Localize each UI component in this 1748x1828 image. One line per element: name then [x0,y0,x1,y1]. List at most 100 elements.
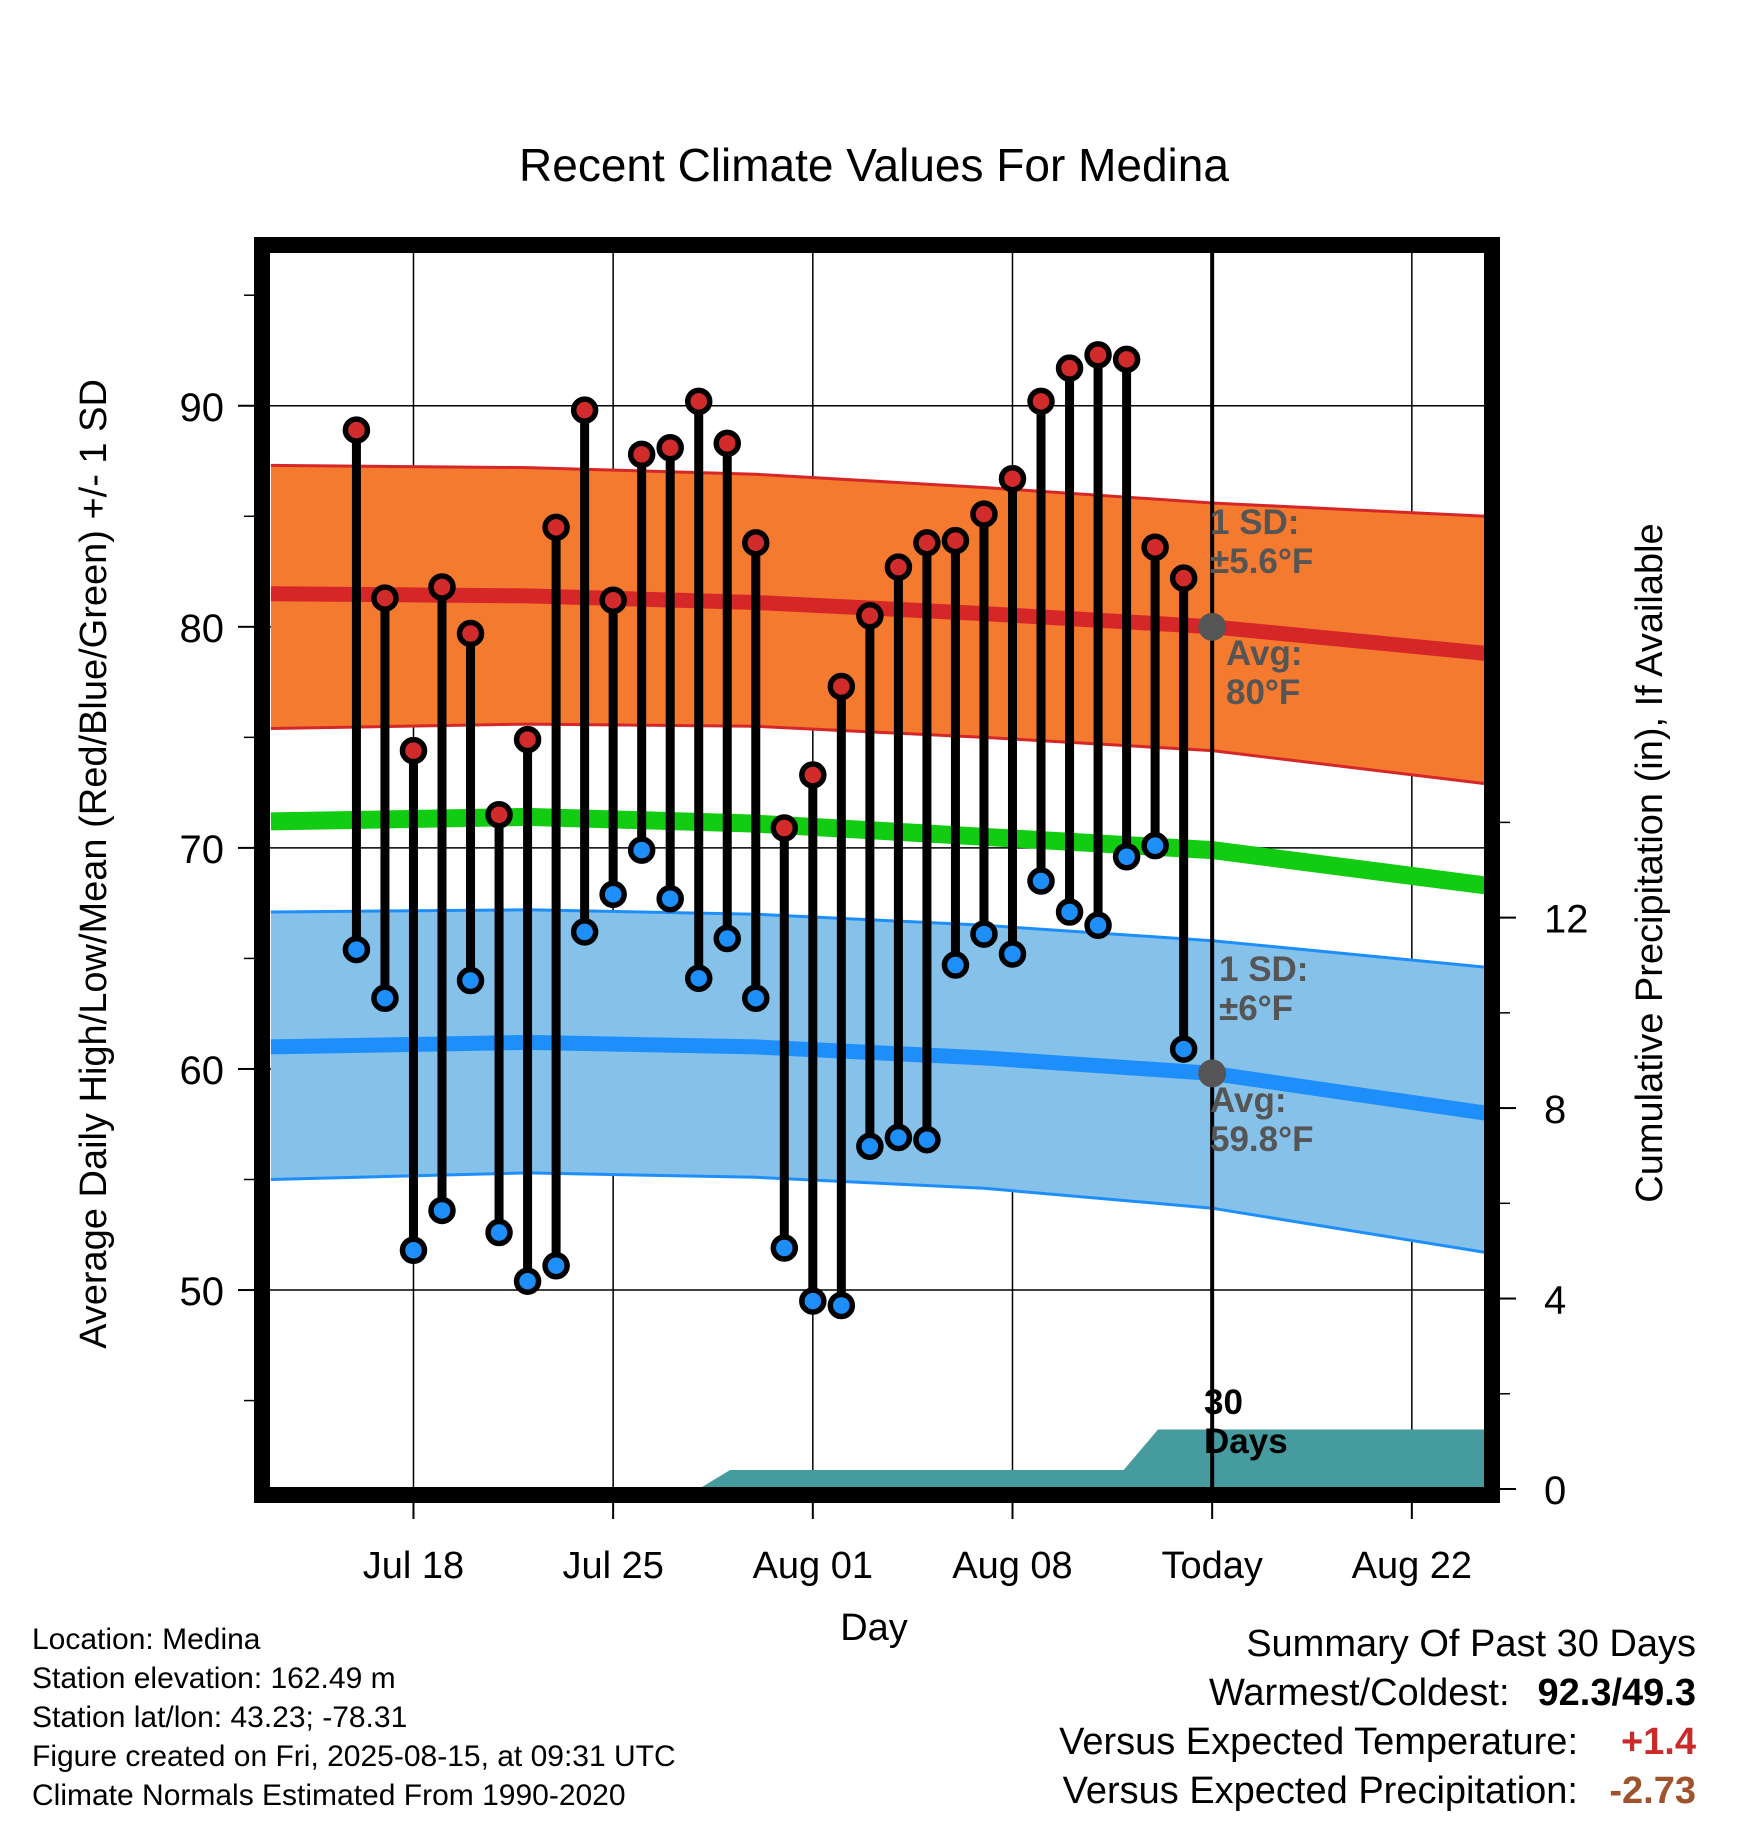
precip-label: Versus Expected Precipitation: [1062,1770,1578,1812]
y-axis-title-left: Average Daily High/Low/Mean (Red/Blue/Gr… [73,379,115,1349]
x-tick-label: Aug 22 [1352,1545,1472,1587]
x-tick-label: Jul 25 [562,1545,663,1587]
station-info: Location: Medina Station elevation: 162.… [32,1620,676,1815]
annotations: 1 SD: ±5.6°F Avg: 80°F 1 SD: ±6°F Avg: 59.8°F 30… [1204,503,1314,1461]
y-tick-label-right: 0 [1544,1469,1566,1513]
created-text: Figure created on Fri, 2025-08-15, at 09… [32,1740,676,1773]
summary-precip: Versus Expected Precipitation: -2.73 [1059,1767,1696,1816]
daily-high-point [513,725,542,754]
daily-high-point [1141,533,1169,561]
period-annotation: 30 Days [1204,1383,1288,1461]
high-sd-upper-line [270,463,1487,518]
x-tick-label: Aug 01 [753,1545,873,1587]
low-avg-annotation: Avg: 59.8°F [1210,1081,1314,1159]
daily-low-point [599,880,627,909]
daily-low-point [428,1196,456,1225]
daily-high-point [485,800,513,829]
temp-label: Versus Expected Temperature: [1059,1721,1578,1763]
daily-low-point [485,1218,513,1247]
summary-warm-cold: Warmest/Coldest: 92.3/49.3 [1059,1669,1696,1718]
daily-low-point [970,920,998,948]
daily-low-point [684,964,713,993]
daily-high-point [941,526,970,555]
y-axis-title-right: Cumulative Precipitation (in), If Availa… [1629,523,1671,1202]
daily-high-point [827,672,856,701]
high-sd-annotation: 1 SD: ±5.6°F [1210,503,1313,581]
daily-low-point [656,884,684,913]
daily-low-point [884,1123,913,1152]
precip-value: -2.73 [1609,1770,1696,1812]
daily-low-point [1141,831,1169,860]
daily-high-point [399,736,428,765]
chart-title: Recent Climate Values For Medina [519,139,1229,191]
daily-low-point [799,1287,827,1315]
daily-high-point [856,602,884,630]
daily-low-point [627,836,656,864]
daily-high-point [1169,564,1198,592]
daily-high-point [1084,341,1112,369]
y-tick-label-left: 60 [180,1049,225,1093]
daily-low-point [342,935,371,964]
daily-low-point [513,1267,542,1295]
daily-low-point [913,1125,941,1154]
daily-high-point [627,440,656,469]
x-tick-label: Jul 18 [363,1545,464,1587]
location-text: Location: Medina [32,1623,261,1656]
daily-high-point [656,434,684,462]
summary-title: Summary Of Past 30 Days [1246,1623,1696,1665]
y-tick-label-right: 8 [1544,1088,1566,1132]
daily-high-point [684,387,713,416]
axes: 50 60 70 80 90 0 4 8 12 Jul 18 Jul 25 Aug 01 Aug 08 T… [73,237,1671,1649]
daily-low-point [399,1236,428,1264]
daily-high-point [970,500,998,528]
warm-cold-value: 92.3/49.3 [1537,1672,1696,1714]
normal-mean-line [270,807,1488,895]
daily-high-point [1027,387,1055,416]
y-tick-label-right: 4 [1544,1279,1566,1323]
daily-high-point [998,464,1027,493]
y-tick-label-left: 50 [180,1270,225,1314]
elevation-text: Station elevation: 162.49 m [32,1662,396,1695]
daily-low-point [456,966,485,995]
y-tick-label-left: 70 [180,828,225,872]
daily-high-point [342,416,371,444]
daily-low-point [371,984,399,1012]
precip-area-shape [268,1429,1486,1489]
daily-low-point [1027,867,1055,895]
high-avg-annotation: Avg: 80°F [1226,634,1302,712]
low-sd-annotation: 1 SD: ±6°F [1219,950,1308,1028]
summary-temp: Versus Expected Temperature: +1.4 [1059,1718,1696,1767]
daily-high-point [542,513,570,542]
daily-high-point [713,429,741,458]
daily-low-point [856,1132,884,1161]
daily-low-point [1055,898,1084,926]
daily-high-point [599,586,627,615]
y-tick-label-left: 90 [180,386,225,430]
x-tick-label: Aug 08 [952,1545,1072,1587]
daily-low-point [542,1251,570,1280]
low-sd-lower-line [270,1171,1487,1254]
daily-high-point [428,573,456,601]
today-marker [1198,251,1227,1489]
warm-cold-label: Warmest/Coldest: [1208,1672,1510,1714]
today-high-normal-dot [1198,612,1227,641]
daily-low-point [941,951,970,979]
daily-high-point [570,396,599,424]
today-low-normal-dot [1198,1059,1227,1088]
daily-high-point [371,584,399,612]
daily-low-point [1112,842,1141,871]
daily-high-point [1112,345,1141,374]
daily-high-point [456,619,485,648]
y-tick-label-left: 80 [180,607,225,651]
daily-high-point [799,761,827,789]
plot-frame [254,237,1500,1503]
daily-low-point [742,984,770,1012]
daily-high-point [884,553,913,581]
daily-low-point [1084,911,1112,940]
summary-panel: Summary Of Past 30 Days Warmest/Coldest:… [1059,1620,1696,1816]
latlon-text: Station lat/lon: 43.23; -78.31 [32,1701,408,1734]
temp-value: +1.4 [1620,1721,1696,1763]
daily-low-point [570,918,599,946]
normals-text: Climate Normals Estimated From 1990-2020 [32,1779,626,1812]
